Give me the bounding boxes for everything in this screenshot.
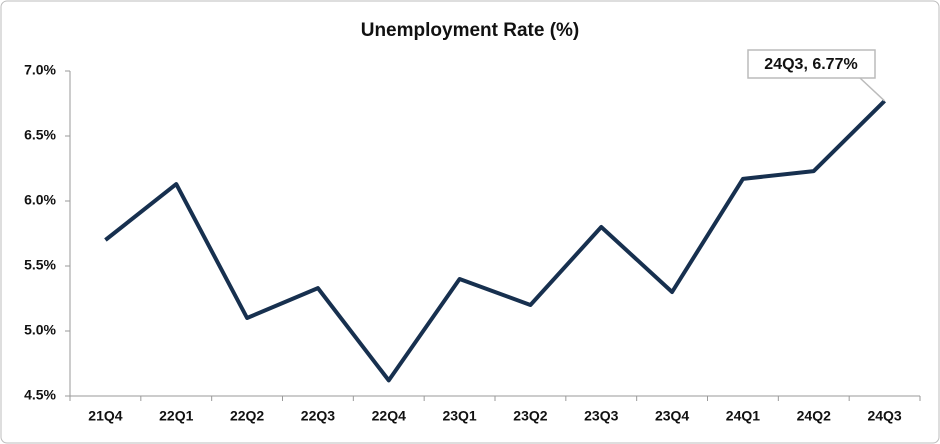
x-tick-label: 22Q2 bbox=[230, 408, 264, 424]
y-tick-label: 6.0% bbox=[24, 192, 56, 208]
x-tick-label: 21Q4 bbox=[88, 408, 122, 424]
x-tick-label: 22Q1 bbox=[159, 408, 193, 424]
x-tick-label: 24Q2 bbox=[797, 408, 831, 424]
annotation: 24Q3, 6.77% bbox=[764, 56, 857, 73]
x-tick-label: 22Q4 bbox=[372, 408, 406, 424]
annotation-leader bbox=[859, 77, 886, 102]
x-tick-label: 23Q4 bbox=[655, 408, 689, 424]
chart-title: Unemployment Rate (%) bbox=[361, 20, 580, 41]
y-tick-label: 7.0% bbox=[24, 62, 56, 78]
y-tick-label: 4.5% bbox=[24, 387, 56, 403]
x-tick-label: 24Q1 bbox=[726, 408, 760, 424]
x-tick-label: 23Q1 bbox=[442, 408, 476, 424]
data-line bbox=[104, 99, 886, 383]
x-tick-label: 22Q3 bbox=[301, 408, 335, 424]
x-tick-label: 23Q3 bbox=[584, 408, 618, 424]
y-tick-label: 5.5% bbox=[24, 257, 56, 273]
y-tick-label: 6.5% bbox=[24, 127, 56, 143]
annotation-box bbox=[747, 49, 876, 79]
x-tick-label: 23Q2 bbox=[513, 408, 547, 424]
y-tick-label: 5.0% bbox=[24, 322, 56, 338]
x-tick-label: 24Q3 bbox=[867, 408, 901, 424]
